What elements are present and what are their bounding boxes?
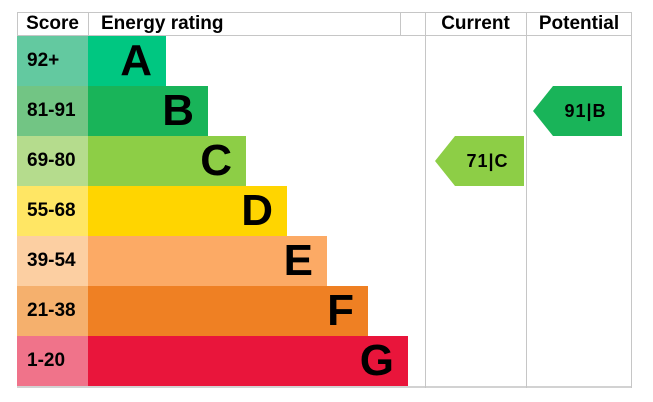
table-bottom-border — [17, 386, 632, 388]
potential-column-header: Potential — [538, 13, 620, 34]
band-c-bar: C — [88, 136, 246, 186]
band-d-letter: D — [241, 186, 273, 235]
header-left-border — [17, 12, 18, 36]
band-row-g: 1-20 G — [17, 336, 632, 386]
band-f-bar: F — [88, 286, 368, 336]
band-c-score: 69-80 — [17, 136, 88, 186]
band-g-letter: G — [359, 336, 394, 385]
energy-rating-column-header: Energy rating — [101, 13, 224, 34]
band-e-score: 39-54 — [17, 236, 88, 286]
band-a-bar: A — [88, 36, 166, 86]
potential-rating-label: 91|B — [564, 100, 607, 121]
band-a-letter: A — [120, 36, 152, 85]
table-top-border — [17, 12, 632, 13]
table-right-border — [631, 12, 632, 388]
band-e-letter: E — [283, 236, 313, 285]
score-column-divider — [88, 12, 89, 36]
energy-column-end-divider — [400, 12, 401, 36]
band-g-bar: G — [88, 336, 408, 386]
header-divider — [17, 35, 632, 36]
band-row-b: 81-91 B — [17, 86, 632, 136]
band-f-letter: F — [327, 286, 354, 335]
band-f-score: 21-38 — [17, 286, 88, 336]
potential-rating-arrow: 91|B — [533, 86, 622, 136]
current-column-header: Current — [441, 13, 510, 34]
band-row-a: 92+ A — [17, 36, 632, 86]
band-d-bar: D — [88, 186, 287, 236]
band-b-bar: B — [88, 86, 208, 136]
band-row-f: 21-38 F — [17, 286, 632, 336]
band-c-letter: C — [200, 136, 232, 185]
score-column-header: Score — [26, 13, 79, 34]
current-rating-arrow: 71|C — [435, 136, 524, 186]
band-e-bar: E — [88, 236, 327, 286]
current-potential-divider — [526, 12, 527, 388]
band-g-score: 1-20 — [17, 336, 88, 386]
band-a-score: 92+ — [17, 36, 88, 86]
band-row-d: 55-68 D — [17, 186, 632, 236]
band-d-score: 55-68 — [17, 186, 88, 236]
band-row-c: 69-80 C — [17, 136, 632, 186]
current-rating-label: 71|C — [466, 150, 509, 171]
band-b-letter: B — [162, 86, 194, 135]
band-b-score: 81-91 — [17, 86, 88, 136]
current-column-left-divider — [425, 12, 426, 388]
band-row-e: 39-54 E — [17, 236, 632, 286]
